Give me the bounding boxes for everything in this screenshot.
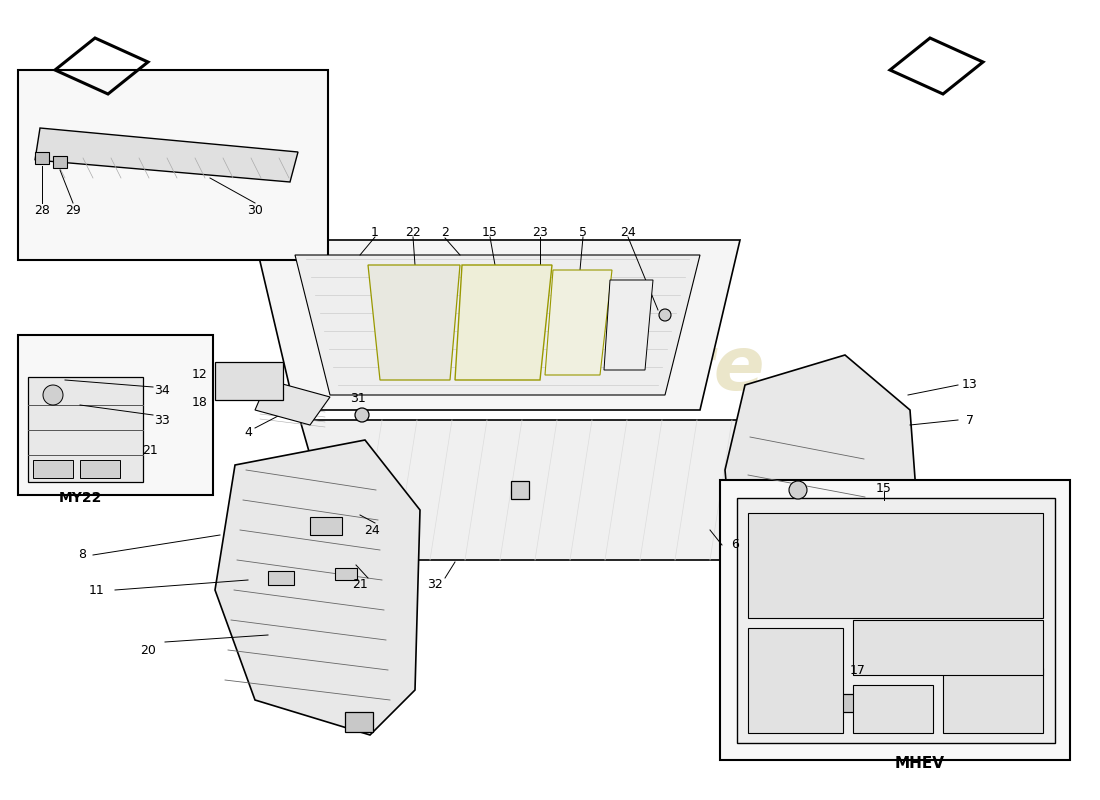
Text: 13: 13 (962, 378, 978, 391)
Bar (345, 712, 373, 732)
Bar (310, 517, 342, 535)
Polygon shape (544, 270, 612, 375)
Bar (748, 513, 1043, 618)
Bar (28, 377, 143, 482)
Bar (943, 668, 1043, 733)
Text: 1: 1 (371, 226, 378, 238)
Bar (268, 571, 294, 585)
Text: MHEV: MHEV (895, 757, 945, 771)
Text: 8: 8 (78, 549, 86, 562)
Bar (18, 335, 213, 495)
Text: a passion for detail since 1985: a passion for detail since 1985 (368, 428, 732, 452)
Text: 31: 31 (350, 391, 366, 405)
Text: 33: 33 (154, 414, 169, 426)
Text: 7: 7 (966, 414, 974, 426)
Text: 24: 24 (620, 226, 636, 238)
Polygon shape (295, 255, 700, 395)
Text: 6: 6 (732, 538, 739, 551)
Text: 15: 15 (482, 226, 498, 238)
Text: 22: 22 (405, 226, 421, 238)
Bar (720, 480, 1070, 760)
Bar (852, 620, 1043, 675)
Bar (18, 70, 328, 260)
Text: 28: 28 (34, 203, 50, 217)
Bar (336, 568, 358, 580)
Text: 11: 11 (89, 583, 104, 597)
Text: 32: 32 (427, 578, 443, 591)
Text: 24: 24 (364, 523, 380, 537)
Polygon shape (35, 128, 298, 182)
Polygon shape (300, 420, 760, 560)
Text: 17: 17 (850, 663, 866, 677)
Circle shape (43, 385, 63, 405)
Bar (852, 685, 933, 733)
Bar (214, 362, 283, 400)
Polygon shape (455, 265, 552, 380)
Text: 4: 4 (244, 426, 252, 438)
Text: 12: 12 (192, 369, 208, 382)
Circle shape (355, 408, 368, 422)
Bar (840, 694, 866, 712)
Polygon shape (214, 440, 420, 735)
Text: 20: 20 (140, 643, 156, 657)
Text: MY22: MY22 (58, 491, 101, 505)
Text: 21: 21 (142, 443, 158, 457)
Circle shape (789, 481, 807, 499)
Text: 21: 21 (352, 578, 367, 591)
Bar (790, 577, 820, 595)
Bar (33, 460, 73, 478)
Bar (35, 152, 50, 164)
Bar (80, 460, 120, 478)
Text: 29: 29 (65, 203, 81, 217)
Text: 18: 18 (192, 395, 208, 409)
Bar (748, 628, 843, 733)
Text: eurospare: eurospare (336, 334, 764, 406)
Text: 15: 15 (876, 482, 892, 494)
Text: 23: 23 (532, 226, 548, 238)
Bar (53, 156, 67, 168)
Polygon shape (255, 380, 330, 425)
Bar (737, 498, 1055, 743)
Circle shape (659, 309, 671, 321)
Circle shape (838, 533, 853, 547)
Polygon shape (255, 240, 740, 410)
Bar (512, 481, 529, 499)
Text: 34: 34 (154, 383, 169, 397)
Text: 5: 5 (579, 226, 587, 238)
Polygon shape (725, 355, 925, 720)
Polygon shape (604, 280, 653, 370)
Polygon shape (368, 265, 460, 380)
Text: 2: 2 (441, 226, 449, 238)
Text: 30: 30 (248, 203, 263, 217)
